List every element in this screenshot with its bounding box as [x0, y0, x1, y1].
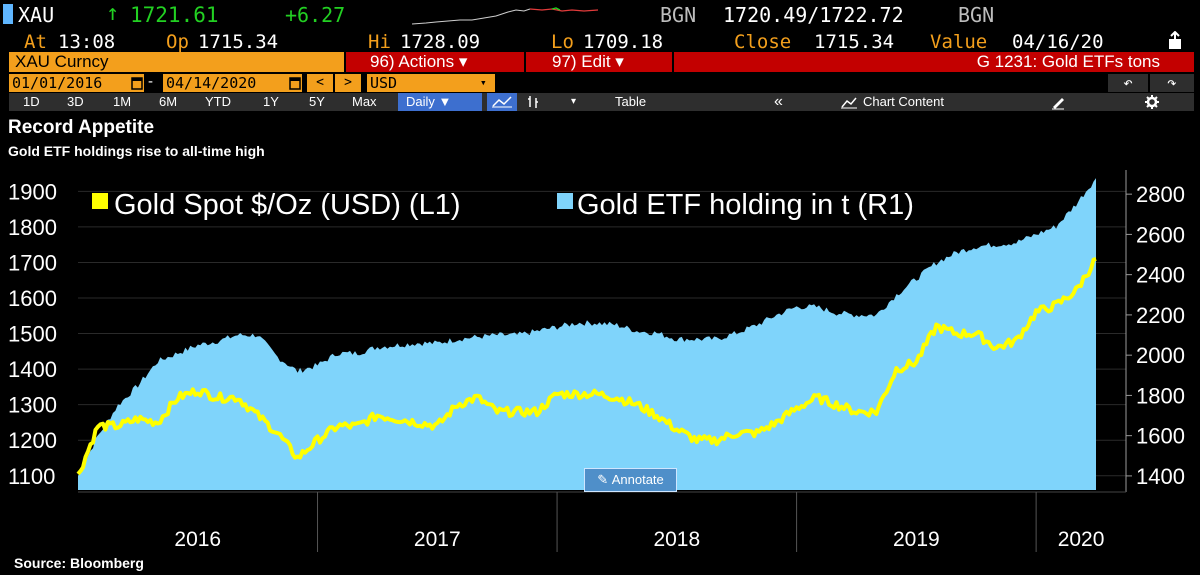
annotate-label: Annotate — [611, 472, 664, 487]
edit-button[interactable]: 97) Edit ▾ — [526, 52, 672, 72]
period-toolbar: 1D 3D 1M 6M YTD 1Y 5Y Max Daily ▼ ▾ Tabl… — [9, 93, 1194, 111]
chart-title: Record Appetite — [8, 117, 155, 138]
export-icon[interactable] — [1167, 31, 1183, 50]
up-arrow-icon: ↑ — [106, 1, 120, 26]
date-range-dash: - — [148, 73, 153, 90]
high-label: Hi — [368, 31, 391, 53]
chevron-down-icon[interactable]: ▾ — [571, 96, 577, 107]
calendar-icon[interactable] — [131, 76, 143, 90]
function-title: G 1231: Gold ETFs tons — [674, 52, 1194, 72]
line-chart-icon[interactable] — [487, 93, 517, 111]
start-date-input[interactable]: 01/01/2016 — [9, 74, 144, 92]
right-tick-label: 2800 — [1136, 182, 1185, 207]
right-tick-label: 2200 — [1136, 303, 1185, 328]
left-tick-label: 1800 — [8, 215, 57, 240]
stats-line: At 13:08 Op 1715.34 Hi 1728.09 Lo 1709.1… — [0, 28, 1200, 53]
redo-button[interactable]: ↷ — [1150, 74, 1194, 92]
bid-source: BGN — [660, 3, 697, 27]
security-field[interactable]: XAU Curncy — [9, 52, 344, 72]
period-3d[interactable]: 3D — [67, 94, 84, 109]
gold-etf-holding-area — [78, 178, 1096, 490]
left-tick-label: 1300 — [8, 393, 57, 418]
pencil-icon: ✎ — [597, 472, 612, 487]
chevron-down-icon[interactable]: ▾ — [480, 76, 487, 89]
net-change: +6.27 — [285, 3, 346, 27]
legend: Gold Spot $/Oz (USD) (L1) Gold ETF holdi… — [92, 189, 914, 221]
left-axis-ticks: 1100 1200 1300 1400 1500 1600 1700 1800 1900 — [8, 179, 57, 488]
right-tick-label: 1800 — [1136, 383, 1185, 408]
year-label: 2019 — [893, 528, 940, 551]
table-button[interactable]: Table — [615, 94, 647, 109]
legend-swatch-etf — [557, 193, 573, 209]
value-date: 04/16/20 — [1012, 31, 1104, 53]
legend-label-spot: Gold Spot $/Oz (USD) (L1) — [114, 189, 461, 221]
annotate-button[interactable]: ✎ Annotate — [584, 468, 677, 492]
period-1y[interactable]: 1Y — [263, 94, 279, 109]
last-price: 1721.61 — [130, 3, 219, 27]
at-value: 13:08 — [58, 31, 116, 53]
end-date-input[interactable]: 04/14/2020 — [163, 74, 302, 92]
next-period-button[interactable]: > — [335, 74, 361, 92]
settings-gear-icon[interactable] — [1143, 93, 1161, 111]
right-tick-label: 1400 — [1136, 464, 1185, 489]
prev-period-button[interactable]: < — [307, 74, 333, 92]
legend-label-etf: Gold ETF holding in t (R1) — [577, 189, 914, 221]
open-label: Op — [166, 31, 189, 53]
year-label: 2020 — [1058, 528, 1105, 551]
right-tick-label: 2000 — [1136, 343, 1185, 368]
legend-swatch-spot — [92, 193, 108, 209]
period-6m[interactable]: 6M — [159, 94, 178, 109]
undo-button[interactable]: ↶ — [1108, 74, 1148, 92]
left-tick-label: 1100 — [8, 464, 55, 489]
right-tick-label: 2600 — [1136, 222, 1185, 247]
quote-line: XAU ↑ 1721.61 +6.27 BGN 1720.49/1722.72 … — [0, 0, 1200, 28]
left-tick-label: 1900 — [8, 179, 57, 204]
at-label: At — [24, 31, 47, 53]
year-label: 2016 — [174, 528, 221, 551]
ask-source: BGN — [958, 3, 995, 27]
right-tick-label: 2400 — [1136, 263, 1185, 288]
high-value: 1728.09 — [400, 31, 481, 53]
actions-button[interactable]: 96) Actions ▾ — [346, 52, 524, 72]
left-tick-label: 1600 — [8, 286, 57, 311]
ticker[interactable]: XAU — [18, 3, 55, 27]
frequency-select[interactable]: Daily ▼ — [398, 93, 482, 111]
left-tick-label: 1500 — [8, 322, 57, 347]
close-value: 1715.34 — [814, 31, 895, 53]
period-1d[interactable]: 1D — [23, 94, 40, 109]
currency-select[interactable]: USD — [367, 74, 495, 92]
collapse-button[interactable]: « — [774, 93, 783, 110]
year-label: 2018 — [653, 528, 700, 551]
left-tick-label: 1700 — [8, 250, 57, 275]
value-label: Value — [930, 31, 988, 53]
bar-chart-icon[interactable] — [523, 93, 547, 111]
gold-spot-line — [76, 257, 1097, 476]
bid-ask: 1720.49/1722.72 — [723, 3, 904, 27]
left-tick-label: 1200 — [8, 428, 57, 453]
edit-pencil-icon[interactable] — [1049, 93, 1067, 111]
low-label: Lo — [551, 31, 574, 53]
calendar-icon[interactable] — [289, 76, 301, 90]
security-color-swatch — [3, 4, 13, 24]
low-value: 1709.18 — [583, 31, 664, 53]
period-max[interactable]: Max — [352, 94, 377, 109]
chart-content-button[interactable]: Chart Content — [863, 94, 944, 109]
chart-subtitle: Gold ETF holdings rise to all-time high — [8, 143, 265, 159]
right-axis-ticks: 1400 1600 1800 2000 2200 2400 2600 2800 — [1126, 182, 1185, 489]
period-5y[interactable]: 5Y — [309, 94, 325, 109]
open-value: 1715.34 — [198, 31, 279, 53]
intraday-sparkline — [412, 7, 599, 25]
close-label: Close — [734, 31, 792, 53]
chart-content-icon[interactable] — [839, 93, 859, 111]
period-ytd[interactable]: YTD — [205, 94, 231, 109]
left-tick-label: 1400 — [8, 357, 57, 382]
source-note: Source: Bloomberg — [14, 555, 144, 571]
year-label: 2017 — [414, 528, 461, 551]
year-axis-labels: 2016 2017 2018 2019 2020 — [174, 492, 1104, 552]
period-1m[interactable]: 1M — [113, 94, 132, 109]
right-tick-label: 1600 — [1136, 424, 1185, 449]
